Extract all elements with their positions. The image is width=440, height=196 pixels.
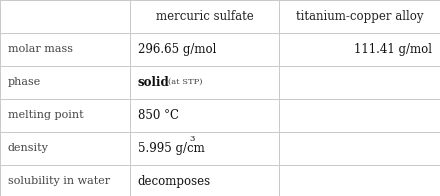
- Text: 3: 3: [190, 135, 195, 143]
- Text: melting point: melting point: [8, 110, 84, 120]
- Text: molar mass: molar mass: [8, 44, 73, 54]
- Text: 111.41 g/mol: 111.41 g/mol: [354, 43, 432, 56]
- Text: solubility in water: solubility in water: [8, 176, 110, 186]
- Text: phase: phase: [8, 77, 41, 87]
- Text: (at STP): (at STP): [168, 78, 202, 86]
- Text: 296.65 g/mol: 296.65 g/mol: [138, 43, 216, 56]
- Text: mercuric sulfate: mercuric sulfate: [156, 10, 253, 23]
- Text: density: density: [8, 143, 49, 153]
- Text: titanium-copper alloy: titanium-copper alloy: [296, 10, 423, 23]
- Text: decomposes: decomposes: [138, 175, 211, 188]
- Text: solid: solid: [138, 76, 169, 89]
- Text: 850 °C: 850 °C: [138, 109, 179, 122]
- Text: 5.995 g/cm: 5.995 g/cm: [138, 142, 205, 155]
